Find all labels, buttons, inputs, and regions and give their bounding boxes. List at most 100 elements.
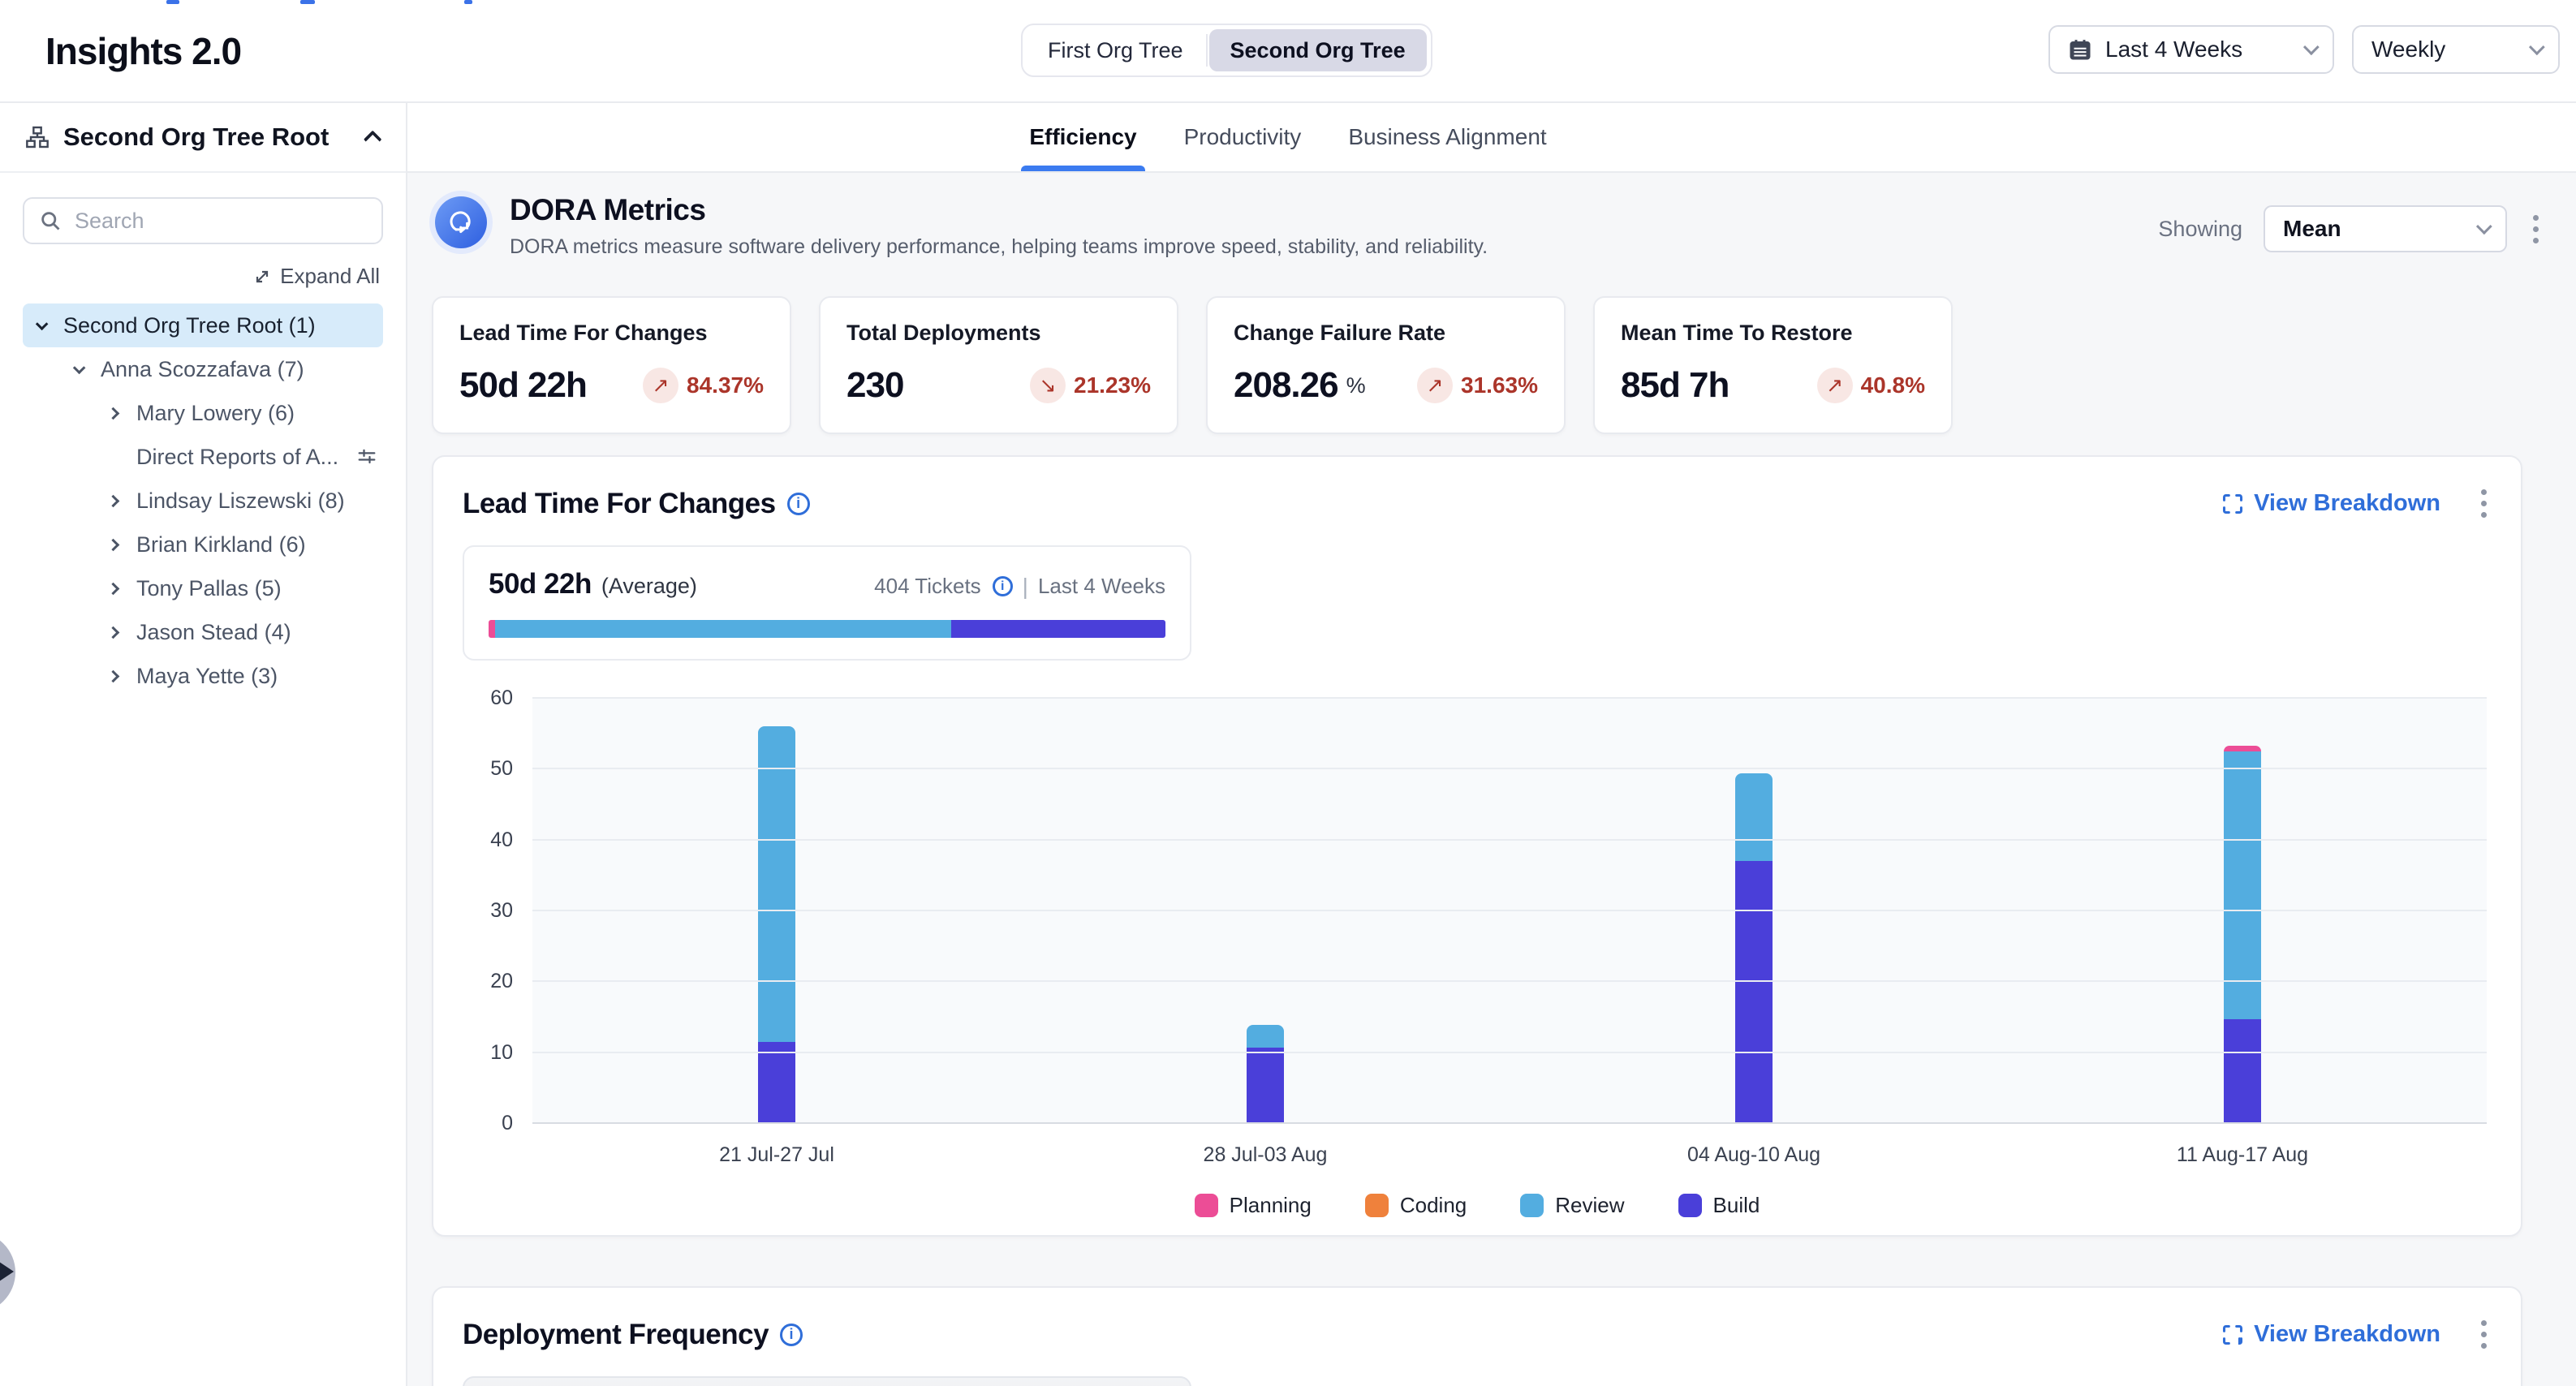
tickets-count: 404 Tickets bbox=[874, 574, 981, 598]
date-range-dropdown[interactable]: Last 4 Weeks bbox=[2048, 25, 2334, 74]
summary-value: 50d 22h bbox=[489, 568, 592, 600]
collapse-sidebar-icon[interactable] bbox=[363, 130, 382, 149]
expand-corners-icon bbox=[2221, 493, 2244, 515]
trend-up-icon: ↗ bbox=[1417, 368, 1454, 403]
chevron-right-icon[interactable] bbox=[104, 538, 122, 551]
stacked-bar[interactable] bbox=[758, 698, 795, 1123]
bar-segment-review bbox=[1735, 773, 1773, 861]
expand-all-button[interactable]: Expand All bbox=[0, 264, 406, 289]
summary-row: 50d 22h (Average) 404 Tickets | Last 4 W… bbox=[489, 568, 1165, 600]
legend-item-coding: Coding bbox=[1364, 1193, 1467, 1218]
sidebar-search[interactable] bbox=[23, 197, 383, 244]
lead-time-summary-card: 50d 22h (Average) 404 Tickets | Last 4 W… bbox=[463, 545, 1191, 661]
view-breakdown-button[interactable]: View Breakdown bbox=[2221, 1321, 2440, 1348]
view-breakdown-button[interactable]: View Breakdown bbox=[2221, 490, 2440, 517]
tree-item-lindsay-liszewski-8[interactable]: Lindsay Liszewski (8) bbox=[23, 479, 383, 523]
chart-plot-area: 0 10 20 30 40 50 60 bbox=[490, 687, 2487, 1134]
tab-efficiency[interactable]: Efficiency bbox=[1021, 103, 1145, 171]
tree-item-maya-yette-3[interactable]: Maya Yette (3) bbox=[23, 654, 383, 698]
showing-controls: Showing Mean bbox=[2158, 205, 2544, 252]
chevron-right-icon[interactable] bbox=[104, 494, 122, 507]
x-tick-label: 04 Aug-10 Aug bbox=[1686, 1143, 1821, 1166]
clipped-text-artifact bbox=[166, 0, 179, 4]
chevron-right-icon[interactable] bbox=[104, 407, 122, 420]
deployment-summary-card bbox=[463, 1376, 1191, 1386]
org-toggle-second-org-tree[interactable]: Second Org Tree bbox=[1208, 29, 1427, 71]
legend-item-build: Build bbox=[1678, 1193, 1760, 1218]
bar-column-11-aug-17-aug bbox=[1998, 698, 2487, 1123]
filter-sliders-icon[interactable] bbox=[355, 446, 378, 468]
legend-swatch bbox=[1194, 1194, 1218, 1217]
search-icon bbox=[39, 209, 62, 232]
search-input[interactable] bbox=[75, 208, 367, 234]
dora-header-text: DORA Metrics DORA metrics measure softwa… bbox=[510, 193, 1488, 259]
tree-item-brian-kirkland-6[interactable]: Brian Kirkland (6) bbox=[23, 523, 383, 566]
summary-period: Last 4 Weeks bbox=[1037, 574, 1165, 598]
tree-item-tony-pallas-5[interactable]: Tony Pallas (5) bbox=[23, 566, 383, 610]
bar-segment-planning bbox=[2224, 745, 2261, 751]
info-icon[interactable] bbox=[992, 576, 1013, 596]
deployment-frequency-section: Deployment Frequency View Breakdown bbox=[432, 1286, 2522, 1386]
chevron-down-icon bbox=[2528, 39, 2545, 56]
deployment-kebab-menu[interactable] bbox=[2476, 1315, 2492, 1354]
info-icon[interactable] bbox=[786, 492, 810, 515]
chevron-down-icon[interactable] bbox=[31, 317, 49, 330]
chevron-down-icon[interactable] bbox=[68, 361, 86, 374]
info-icon[interactable] bbox=[780, 1323, 803, 1346]
chevron-right-icon[interactable] bbox=[104, 626, 122, 639]
lead-time-section: Lead Time For Changes View Breakdown bbox=[432, 455, 2522, 1237]
dora-description: DORA metrics measure software delivery p… bbox=[510, 235, 1488, 258]
x-tick-label: 11 Aug-17 Aug bbox=[2176, 1143, 2309, 1166]
chevron-right-icon[interactable] bbox=[104, 669, 122, 682]
change-percent: 31.63% bbox=[1461, 372, 1538, 398]
tree-item-label: Tony Pallas (5) bbox=[136, 575, 282, 600]
stacked-bar[interactable] bbox=[1247, 698, 1284, 1123]
bar-segment-review bbox=[1247, 1024, 1284, 1048]
top-bar: Insights 2.0 First Org Tree Second Org Tr… bbox=[0, 0, 2576, 103]
deployment-title: Deployment Frequency bbox=[463, 1318, 769, 1350]
tab-productivity[interactable]: Productivity bbox=[1183, 124, 1302, 149]
legend-label: Coding bbox=[1399, 1193, 1467, 1217]
metric-card-title: Mean Time To Restore bbox=[1621, 321, 1853, 345]
dora-title: DORA Metrics bbox=[510, 193, 706, 226]
granularity-dropdown[interactable]: Weekly bbox=[2352, 25, 2560, 74]
phase-segment-planning bbox=[489, 620, 495, 638]
x-tick-label: 21 Jul-27 Jul bbox=[719, 1143, 834, 1166]
legend-swatch bbox=[1364, 1194, 1389, 1217]
metric-cards: Lead Time For Changes 50d 22h ↗ 84.37% Total… bbox=[432, 296, 1953, 434]
view-breakdown-label: View Breakdown bbox=[2254, 1321, 2440, 1347]
tree-item-direct-reports-of-a[interactable]: Direct Reports of A... bbox=[23, 435, 383, 479]
change-badge: ↗ 40.8% bbox=[1816, 368, 1925, 403]
change-percent: 40.8% bbox=[1860, 372, 1925, 398]
tree-item-second-org-tree-root-1[interactable]: Second Org Tree Root (1) bbox=[23, 303, 383, 347]
content-area: DORA Metrics DORA metrics measure softwa… bbox=[407, 173, 2576, 1386]
lead-time-kebab-menu[interactable] bbox=[2476, 484, 2492, 523]
tree-item-anna-scozzafava-7[interactable]: Anna Scozzafava (7) bbox=[23, 347, 383, 391]
tab-bar: Efficiency Productivity Business Alignment bbox=[407, 103, 2576, 173]
legend-label: Planning bbox=[1229, 1193, 1312, 1217]
tab-list: Efficiency Productivity Business Alignment bbox=[407, 103, 2169, 171]
tab-business-alignment[interactable]: Business Alignment bbox=[1348, 124, 1547, 149]
tree-item-label: Brian Kirkland (6) bbox=[136, 532, 306, 557]
tree-item-mary-lowery-6[interactable]: Mary Lowery (6) bbox=[23, 391, 383, 435]
org-toggle-first-org-tree[interactable]: First Org Tree bbox=[1048, 37, 1183, 62]
legend-label: Build bbox=[1712, 1193, 1760, 1217]
y-tick-label: 40 bbox=[490, 828, 513, 851]
view-breakdown-label: View Breakdown bbox=[2254, 490, 2440, 516]
stacked-bar[interactable] bbox=[2224, 698, 2261, 1123]
date-range-value: Last 4 Weeks bbox=[2105, 37, 2243, 62]
trend-up-icon: ↗ bbox=[1816, 368, 1853, 403]
y-tick-label: 20 bbox=[490, 970, 513, 993]
metric-card-value: 85d 7h bbox=[1621, 365, 1730, 405]
aggregation-select[interactable]: Mean bbox=[2264, 205, 2507, 252]
change-badge: ↘ 21.23% bbox=[1030, 368, 1151, 403]
legend-item-review: Review bbox=[1520, 1193, 1625, 1218]
tree-item-jason-stead-4[interactable]: Jason Stead (4) bbox=[23, 610, 383, 654]
change-percent: 21.23% bbox=[1074, 372, 1151, 398]
dora-kebab-menu[interactable] bbox=[2528, 210, 2544, 248]
dora-cycle-icon bbox=[435, 196, 487, 248]
chevron-right-icon[interactable] bbox=[104, 582, 122, 595]
tree-item-label: Maya Yette (3) bbox=[136, 663, 278, 688]
x-tick-label: 28 Jul-03 Aug bbox=[1203, 1143, 1328, 1166]
stacked-bar[interactable] bbox=[1735, 698, 1773, 1123]
